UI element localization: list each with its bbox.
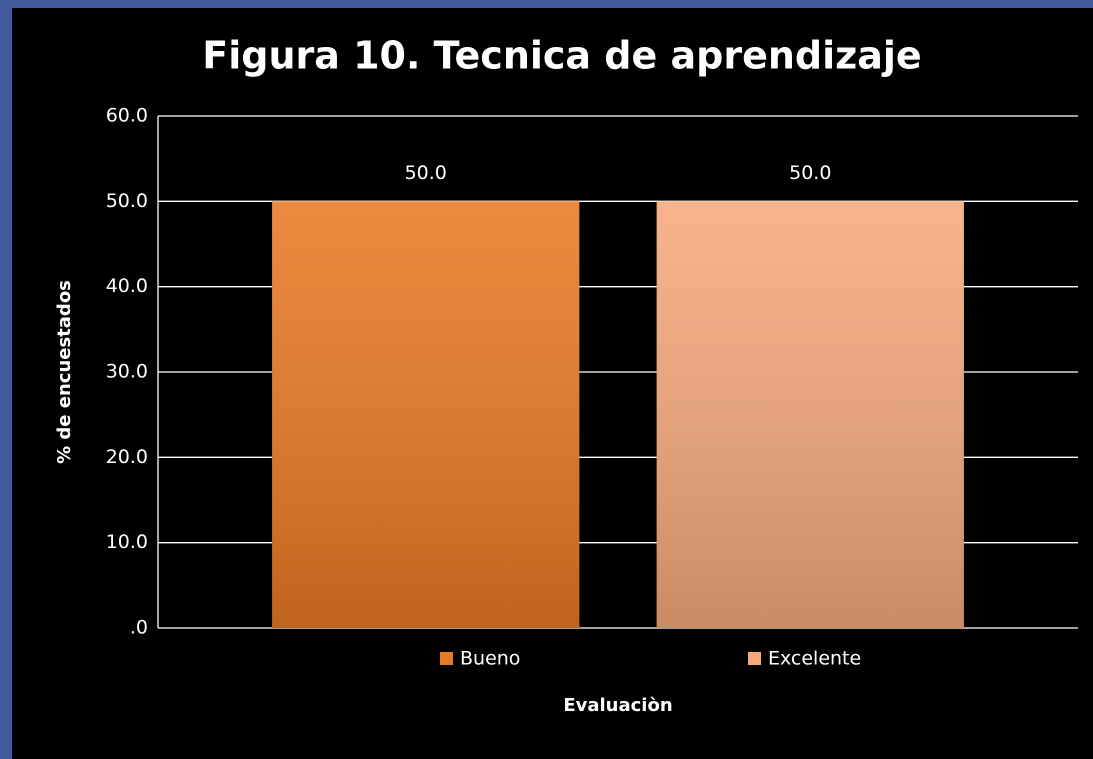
legend-swatch xyxy=(748,652,761,665)
y-tick-label: 20.0 xyxy=(106,446,148,468)
y-tick-label: 30.0 xyxy=(106,361,148,383)
legend-swatch xyxy=(440,652,453,665)
legend-label: Bueno xyxy=(460,648,520,670)
y-tick-label: .0 xyxy=(130,617,148,639)
data-label: 50.0 xyxy=(789,162,831,184)
x-axis-label: Evaluaciòn xyxy=(563,695,672,716)
bar-shade xyxy=(272,201,580,629)
y-tick-label: 40.0 xyxy=(106,275,148,297)
y-tick-label: 10.0 xyxy=(106,531,148,553)
y-axis-label: % de encuestados xyxy=(54,280,75,464)
y-tick-label: 50.0 xyxy=(106,190,148,212)
bar-shade xyxy=(656,201,964,629)
legend-label: Excelente xyxy=(768,648,861,670)
y-tick-label: 60.0 xyxy=(106,105,148,127)
chart-title: Figura 10. Tecnica de aprendizaje xyxy=(202,34,921,78)
data-label: 50.0 xyxy=(405,162,447,184)
